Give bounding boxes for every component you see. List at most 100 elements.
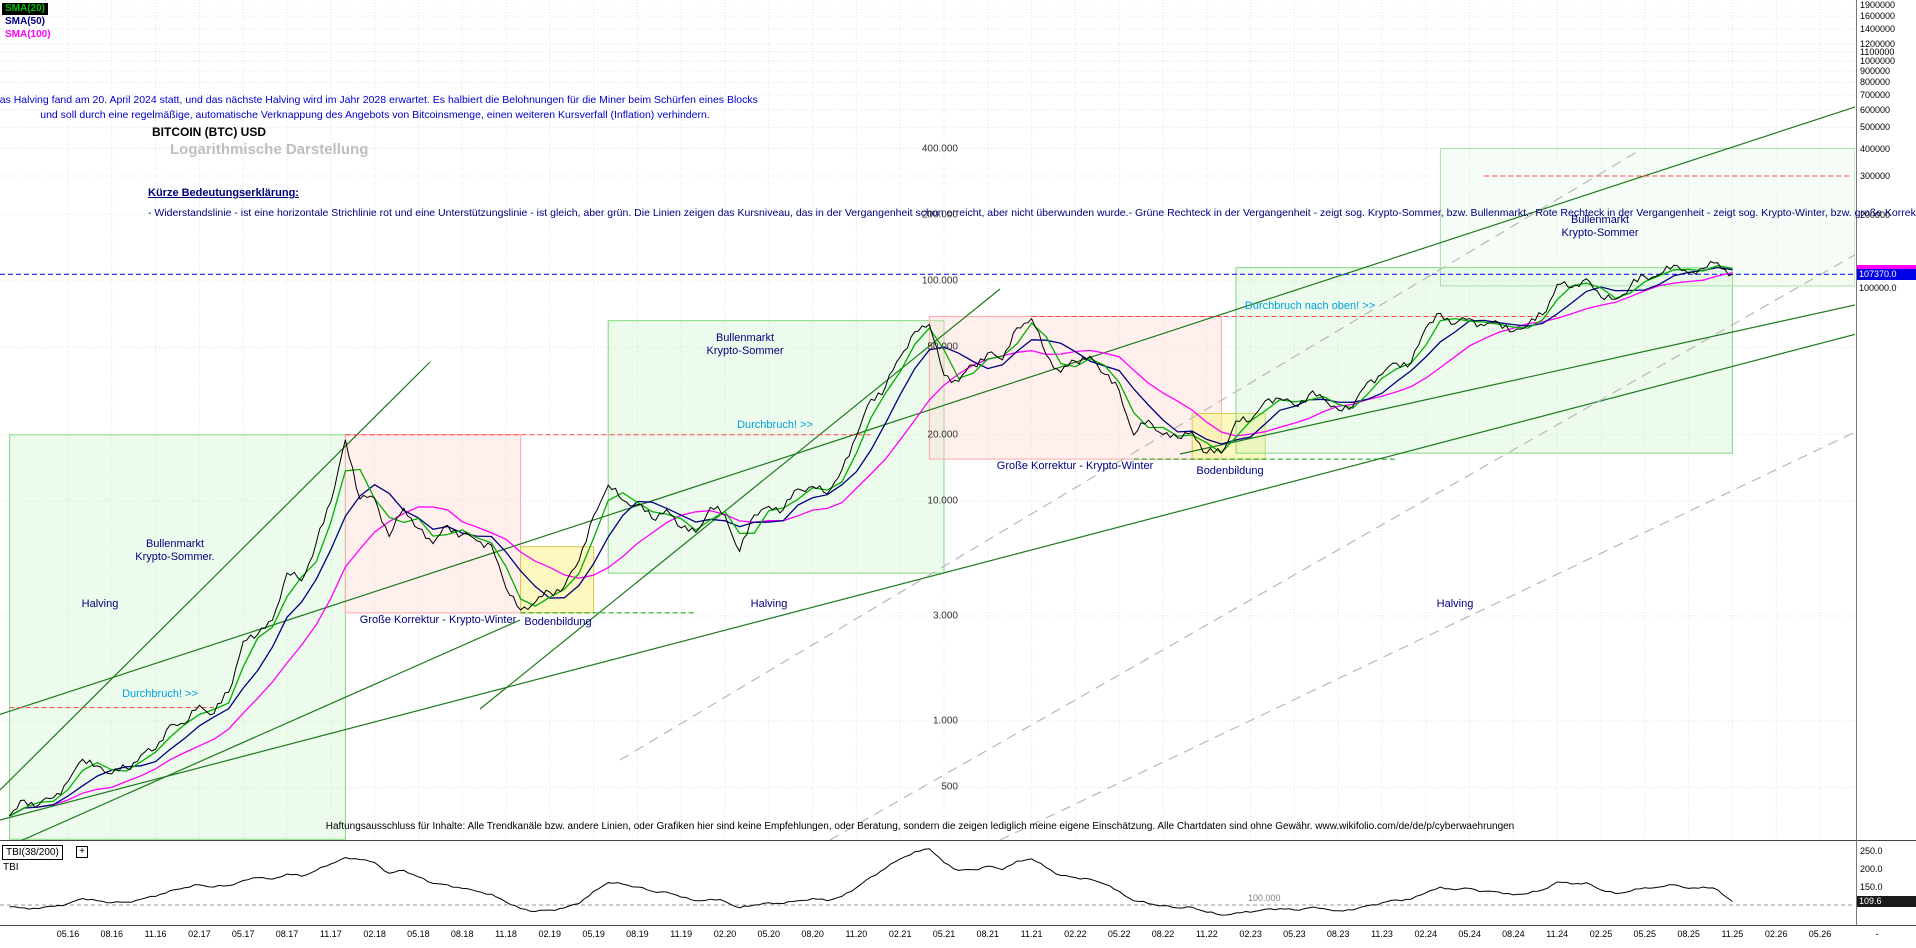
chart-annotation: Halving <box>1436 598 1474 610</box>
date-axis-label: 08.22 <box>1151 929 1175 939</box>
inchart-price-label: 3.000 <box>932 610 958 622</box>
date-axis-label: 05.24 <box>1458 929 1481 939</box>
date-axis-label: 02.26 <box>1764 929 1788 939</box>
date-axis-label: 08.23 <box>1326 929 1350 939</box>
price-axis-label: 1600000 <box>1860 11 1896 22</box>
date-axis-label: 05.25 <box>1633 929 1657 939</box>
chart-annotation: Bullenmarkt Krypto-Sommer. <box>135 538 215 563</box>
date-axis-label: 08.25 <box>1677 929 1700 939</box>
date-axis-label: 08.20 <box>801 929 824 939</box>
date-axis-label: 05.22 <box>1107 929 1131 939</box>
inchart-price-label: 200.000 <box>921 209 958 221</box>
tbi-scale-label: 150.0 <box>1860 882 1883 892</box>
date-axis-label: 02.25 <box>1589 929 1613 939</box>
price-axis-label: 1100000 <box>1860 46 1895 57</box>
tbi-indicator-label[interactable]: TBI(38/200) <box>2 845 63 860</box>
explanation-block: Kürze Bedeutungserklärung: - Widerstands… <box>148 187 1916 221</box>
tbi-scale-label: 250.0 <box>1860 846 1883 856</box>
date-axis-label: 11.25 <box>1721 929 1744 939</box>
plus-icon[interactable]: + <box>76 846 88 858</box>
explanation-lines: - Widerstandslinie - ist eine horizontal… <box>148 203 1916 221</box>
halving-note-line1: Das Halving fand am 20. April 2024 statt… <box>0 94 758 106</box>
date-axis-label: 05.16 <box>56 929 80 939</box>
date-axis-label: 02.22 <box>1064 929 1087 939</box>
date-axis-label: 11.22 <box>1195 929 1218 939</box>
halving-note: Das Halving fand am 20. April 2024 statt… <box>0 93 758 123</box>
chart-annotation: Durchbruch nach oben! >> <box>1244 300 1376 312</box>
chart-annotation: Große Korrektur - Krypto-Winter <box>996 460 1154 472</box>
date-axis-label: 11.24 <box>1546 929 1569 939</box>
date-axis-label: 08.18 <box>450 929 474 939</box>
date-axis-label: 11.19 <box>670 929 693 939</box>
bear-zone <box>928 315 1222 460</box>
chart-annotation: Bodenbildung <box>1196 465 1264 477</box>
frame-layer <box>0 0 1916 926</box>
inchart-price-label: 500 <box>941 781 958 793</box>
legend-item-sma100[interactable]: SMA(100) <box>5 29 51 40</box>
chart-annotation: Halving <box>81 598 119 610</box>
tbi-current-value-badge: 109.6 <box>1857 896 1916 907</box>
chart-title: BITCOIN (BTC) USD <box>152 125 266 139</box>
scenario-zone <box>1439 148 1855 287</box>
price-axis-label: 1400000 <box>1860 23 1896 34</box>
date-axis-label: 05.21 <box>932 929 956 939</box>
price-axis-label: 700000 <box>1860 90 1891 101</box>
inchart-price-label: 20.000 <box>927 429 958 441</box>
bear-zone <box>344 434 522 614</box>
inchart-price-label: 50.000 <box>927 341 958 353</box>
date-axis-label: 08.19 <box>626 929 649 939</box>
tbi-level-line-label: 100.000 <box>1248 893 1281 903</box>
date-axis-overflow: - <box>1875 929 1879 939</box>
tbi-short-label: TBI <box>3 862 19 873</box>
explanation-line: - Grüne Rechteck in der Vergangenheit - … <box>1128 207 1529 219</box>
date-axis-label: 11.21 <box>1020 929 1043 939</box>
legend-item-sma20[interactable]: SMA(20) <box>2 3 49 15</box>
date-axis-label: 02.21 <box>888 929 912 939</box>
date-axis-label: 08.17 <box>275 929 299 939</box>
date-axis-label: 05.26 <box>1808 929 1832 939</box>
price-axis-label: 200000 <box>1860 209 1891 220</box>
legend-item-sma50[interactable]: SMA(50) <box>5 16 46 27</box>
price-series-layer <box>9 260 1733 817</box>
date-axis-label: 05.20 <box>757 929 781 939</box>
price-axis-label: 800000 <box>1860 77 1891 88</box>
chart-subtitle: Logarithmische Darstellung <box>170 141 369 158</box>
bull-zone <box>607 320 945 574</box>
disclaimer-text: Haftungsausschluss für Inhalte: Alle Tre… <box>325 821 1515 832</box>
date-axis-label: 11.20 <box>845 929 868 939</box>
chart-annotation: Bullenmarkt Krypto-Sommer <box>1561 214 1639 239</box>
inchart-price-label: 100.000 <box>921 275 958 287</box>
date-axis-label: 02.18 <box>363 929 386 939</box>
date-axis-label: 11.16 <box>144 929 167 939</box>
date-axis-label: 05.23 <box>1283 929 1306 939</box>
chart-annotation: Bullenmarkt Krypto-Sommer <box>706 332 784 357</box>
chart-annotation: Bodenbildung <box>524 616 592 628</box>
date-axis-label: 11.17 <box>319 929 342 939</box>
date-axis-label: 02.24 <box>1414 929 1438 939</box>
inchart-price-label: 1.000 <box>932 715 958 727</box>
date-axis-label: 08.24 <box>1502 929 1525 939</box>
bottom-zone <box>1191 412 1266 460</box>
round-level-label: 100000.0 <box>1859 283 1897 293</box>
zones-layer <box>9 148 1855 840</box>
chart-annotation: Halving <box>750 598 788 610</box>
inchart-price-label: 400.000 <box>921 143 958 155</box>
date-axis-label: 11.23 <box>1371 929 1393 939</box>
halving-note-line2: und soll durch eine regelmäßige, automat… <box>40 109 710 121</box>
tbi-scale-label: 200.0 <box>1860 864 1883 874</box>
date-axis-label: 02.19 <box>538 929 562 939</box>
price-axis-label: 400000 <box>1860 143 1891 154</box>
tbi-indicator-layer <box>0 848 1855 916</box>
grid-layer <box>0 0 1855 840</box>
inchart-price-label: 10.000 <box>927 495 958 507</box>
explanation-line: - Widerstandslinie - ist eine horizontal… <box>148 207 1129 219</box>
current-price-tag: 107370.0 <box>1857 269 1916 280</box>
date-axis-label: 05.19 <box>582 929 605 939</box>
date-axis-label: 02.17 <box>188 929 211 939</box>
chart-annotation: Durchbruch! >> <box>737 419 813 431</box>
date-axis-label: 05.18 <box>407 929 430 939</box>
price-axis-label: 1000000 <box>1860 56 1896 66</box>
date-axis-label: 05.17 <box>231 929 255 939</box>
